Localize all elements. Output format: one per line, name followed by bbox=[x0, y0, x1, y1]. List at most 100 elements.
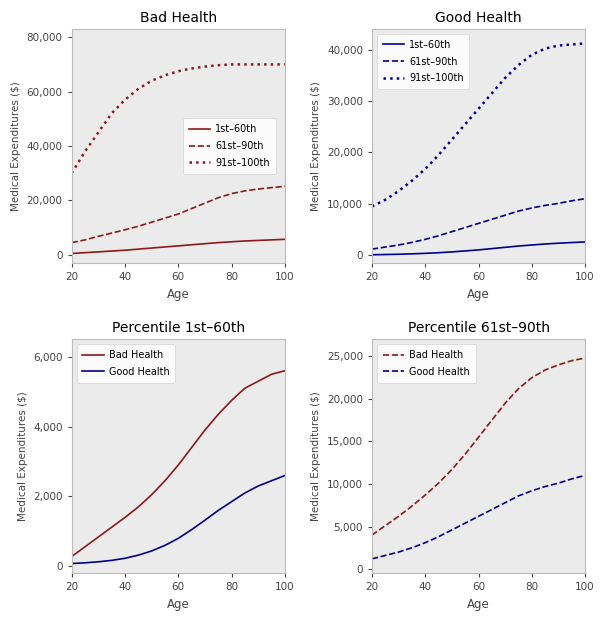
Bad Health bbox=[515, 385, 522, 392]
1st–60th bbox=[408, 250, 416, 258]
1st–60th bbox=[95, 248, 102, 256]
Good Health bbox=[568, 475, 575, 483]
61st–90th bbox=[188, 205, 195, 212]
X-axis label: Age: Age bbox=[167, 287, 190, 300]
61st–90th bbox=[368, 246, 376, 253]
X-axis label: Age: Age bbox=[467, 287, 490, 300]
Good Health bbox=[488, 506, 496, 513]
X-axis label: Age: Age bbox=[167, 598, 190, 611]
91st–100th bbox=[555, 42, 562, 49]
Good Health bbox=[515, 492, 522, 499]
Bad Health bbox=[502, 399, 509, 407]
Y-axis label: Medical Expenditures ($): Medical Expenditures ($) bbox=[11, 81, 21, 211]
Bad Health bbox=[68, 553, 75, 560]
Good Health bbox=[382, 552, 389, 559]
Bad Health bbox=[255, 378, 262, 385]
61st–90th bbox=[462, 224, 469, 231]
Line: 61st–90th: 61st–90th bbox=[372, 199, 585, 249]
91st–100th bbox=[68, 170, 75, 177]
61st–90th bbox=[528, 204, 536, 211]
Line: Good Health: Good Health bbox=[372, 475, 585, 559]
1st–60th bbox=[515, 243, 522, 250]
61st–90th bbox=[502, 211, 509, 219]
Good Health bbox=[215, 507, 222, 514]
1st–60th bbox=[488, 245, 496, 253]
Good Health bbox=[175, 535, 182, 542]
91st–100th bbox=[542, 45, 549, 52]
Bad Health bbox=[382, 522, 389, 529]
61st–90th bbox=[542, 202, 549, 209]
61st–90th bbox=[228, 190, 235, 197]
61st–90th bbox=[95, 233, 102, 240]
Bad Health bbox=[161, 477, 168, 485]
1st–60th bbox=[462, 247, 469, 254]
Good Health bbox=[502, 499, 509, 506]
Y-axis label: Medical Expenditures ($): Medical Expenditures ($) bbox=[311, 391, 321, 521]
Bad Health bbox=[395, 513, 402, 520]
Legend: 1st–60th, 61st–90th, 91st–100th: 1st–60th, 61st–90th, 91st–100th bbox=[183, 118, 276, 174]
1st–60th bbox=[568, 239, 575, 246]
91st–100th bbox=[81, 148, 88, 156]
1st–60th bbox=[542, 240, 549, 248]
91st–100th bbox=[241, 61, 248, 68]
61st–90th bbox=[281, 182, 288, 190]
1st–60th bbox=[175, 242, 182, 249]
Bad Health bbox=[175, 462, 182, 469]
Title: Percentile 61st–90th: Percentile 61st–90th bbox=[407, 322, 550, 335]
Line: Bad Health: Bad Health bbox=[372, 358, 585, 535]
91st–100th bbox=[581, 40, 588, 47]
1st–60th bbox=[215, 239, 222, 246]
Bad Health bbox=[581, 355, 588, 362]
Good Health bbox=[475, 513, 482, 520]
61st–90th bbox=[475, 220, 482, 227]
Y-axis label: Medical Expenditures ($): Medical Expenditures ($) bbox=[18, 391, 28, 521]
61st–90th bbox=[555, 200, 562, 207]
61st–90th bbox=[215, 194, 222, 202]
Bad Health bbox=[135, 503, 142, 511]
1st–60th bbox=[435, 249, 442, 256]
91st–100th bbox=[255, 61, 262, 68]
Good Health bbox=[201, 516, 208, 524]
1st–60th bbox=[121, 246, 128, 254]
1st–60th bbox=[135, 246, 142, 253]
Good Health bbox=[81, 559, 88, 567]
61st–90th bbox=[148, 218, 155, 226]
61st–90th bbox=[135, 223, 142, 230]
61st–90th bbox=[241, 187, 248, 195]
Good Health bbox=[135, 552, 142, 559]
61st–90th bbox=[422, 236, 429, 243]
1st–60th bbox=[68, 250, 75, 258]
91st–100th bbox=[188, 65, 195, 72]
91st–100th bbox=[121, 96, 128, 103]
Bad Health bbox=[215, 411, 222, 418]
61st–90th bbox=[108, 230, 115, 237]
1st–60th bbox=[81, 249, 88, 256]
Good Health bbox=[448, 526, 456, 534]
91st–100th bbox=[228, 61, 235, 68]
61st–90th bbox=[175, 210, 182, 218]
Line: 91st–100th: 91st–100th bbox=[72, 65, 285, 174]
Legend: Bad Health, Good Health: Bad Health, Good Health bbox=[377, 344, 476, 383]
1st–60th bbox=[528, 241, 536, 249]
91st–100th bbox=[462, 121, 469, 128]
91st–100th bbox=[161, 72, 168, 79]
Good Health bbox=[581, 471, 588, 479]
Good Health bbox=[422, 539, 429, 546]
Line: Good Health: Good Health bbox=[72, 476, 285, 564]
Bad Health bbox=[488, 417, 496, 424]
Bad Health bbox=[268, 371, 275, 378]
Bad Health bbox=[228, 397, 235, 404]
Bad Health bbox=[555, 361, 562, 369]
Good Health bbox=[462, 519, 469, 527]
61st–90th bbox=[68, 239, 75, 246]
91st–100th bbox=[108, 109, 115, 117]
91st–100th bbox=[148, 77, 155, 85]
Good Health bbox=[395, 549, 402, 556]
Bad Health bbox=[241, 384, 248, 392]
1st–60th bbox=[255, 237, 262, 244]
1st–60th bbox=[422, 249, 429, 257]
91st–100th bbox=[268, 61, 275, 68]
1st–60th bbox=[395, 251, 402, 258]
Good Health bbox=[368, 555, 376, 562]
91st–100th bbox=[515, 62, 522, 69]
